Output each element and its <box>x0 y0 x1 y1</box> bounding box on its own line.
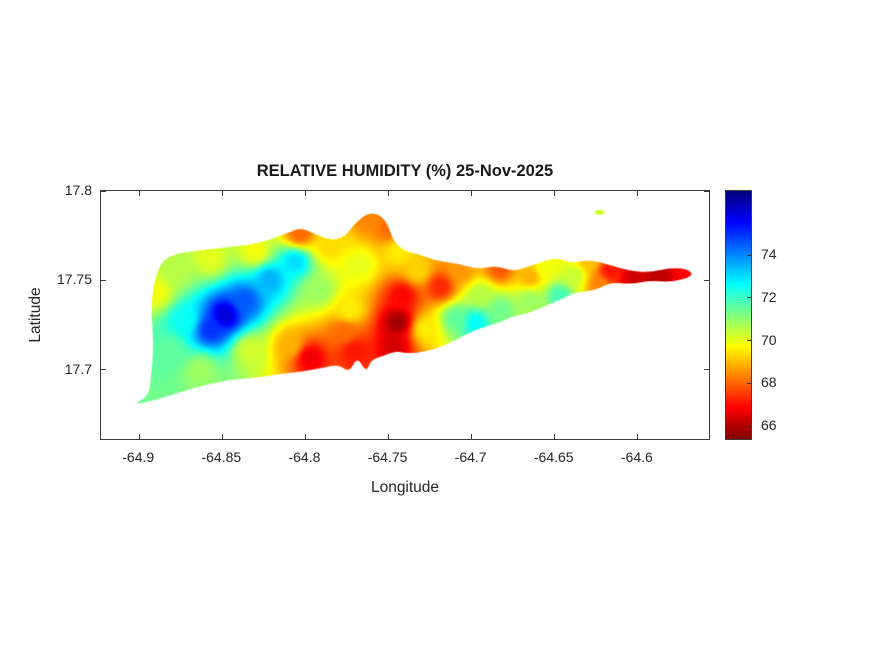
y-tick-label: 17.7 <box>64 360 92 377</box>
x-tick-mark-top <box>388 191 390 196</box>
x-tick-mark <box>221 434 223 439</box>
colorbar <box>725 190 752 440</box>
colorbar-tick-mark <box>747 297 751 299</box>
x-tick-mark-top <box>221 191 223 196</box>
y-axis-label: Latitude <box>27 287 44 343</box>
y-tick-mark <box>101 191 106 192</box>
x-tick-label: -64.6 <box>620 449 653 465</box>
y-tick-mark <box>101 369 106 371</box>
colorbar-tick-label: 74 <box>761 246 777 263</box>
x-tick-mark-top <box>637 191 639 196</box>
colorbar-tick-mark <box>747 425 751 427</box>
x-tick-mark <box>471 434 473 439</box>
x-tick-mark-top <box>304 191 306 196</box>
x-tick-mark-top <box>471 191 473 196</box>
x-tick-label: -64.65 <box>533 449 574 465</box>
plot-area <box>100 190 710 440</box>
y-tick-mark-right <box>704 279 709 281</box>
x-tick-label: -64.85 <box>201 449 242 465</box>
x-tick-mark <box>138 434 140 439</box>
x-tick-mark <box>637 434 639 439</box>
colorbar-tick-label: 66 <box>761 417 777 434</box>
colorbar-tick-label: 68 <box>761 374 777 391</box>
colorbar-tick-mark <box>747 382 751 384</box>
colorbar-tick-mark <box>747 254 751 256</box>
x-tick-mark <box>388 434 390 439</box>
x-tick-mark-top <box>554 191 556 196</box>
x-tick-label: -64.8 <box>288 449 321 465</box>
x-tick-label: -64.75 <box>367 449 408 465</box>
y-tick-mark-right <box>704 369 709 371</box>
y-tick-label: 17.8 <box>64 182 92 198</box>
colorbar-tick-mark <box>747 340 751 342</box>
colorbar-tick-label: 72 <box>761 288 777 305</box>
y-tick-mark-right <box>704 191 709 192</box>
colorbar-canvas <box>726 191 751 439</box>
y-tick-mark <box>101 279 106 281</box>
humidity-heatmap-canvas <box>101 191 709 439</box>
x-tick-label: -64.9 <box>122 449 155 465</box>
x-tick-label: -64.7 <box>454 449 487 465</box>
x-tick-mark-top <box>138 191 140 196</box>
chart-title: RELATIVE HUMIDITY (%) 25-Nov-2025 <box>256 162 554 180</box>
colorbar-tick-label: 70 <box>761 331 777 348</box>
x-tick-mark <box>554 434 556 439</box>
x-axis-label: Longitude <box>370 479 440 496</box>
x-tick-mark <box>304 434 306 439</box>
y-tick-label: 17.75 <box>56 271 92 288</box>
